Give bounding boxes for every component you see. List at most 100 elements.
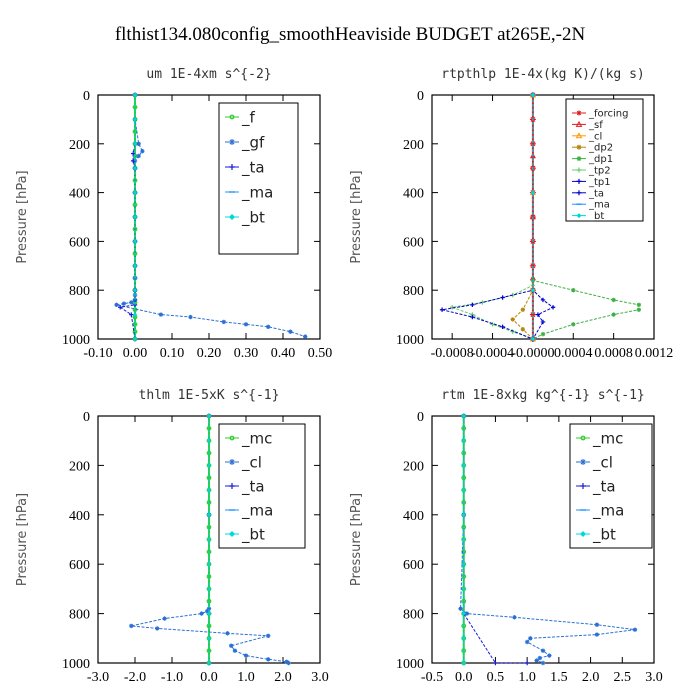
data-point-bt bbox=[206, 463, 212, 468]
legend-label: _mc bbox=[241, 429, 272, 448]
data-point-cl bbox=[129, 623, 134, 629]
data-point-gf bbox=[121, 301, 127, 306]
series-group bbox=[458, 413, 638, 666]
legend-marker-cl bbox=[229, 459, 235, 465]
data-point-cl bbox=[547, 653, 552, 658]
data-point-bt bbox=[461, 487, 466, 493]
legend-marker-sf bbox=[575, 120, 583, 127]
legend-label: _ma bbox=[241, 183, 273, 202]
legend-marker-f bbox=[229, 114, 235, 120]
legend-marker-tp2 bbox=[576, 167, 582, 173]
data-point-dp2 bbox=[510, 317, 515, 322]
data-point-gf bbox=[303, 334, 308, 339]
legend-label: _tp1 bbox=[588, 177, 611, 188]
series-group bbox=[129, 413, 291, 666]
data-point-cl bbox=[632, 627, 638, 632]
data-point-ta bbox=[129, 312, 134, 317]
legend-label: _tp2 bbox=[588, 166, 611, 177]
data-point-gf bbox=[129, 300, 134, 305]
figure-title: flthist134.080config_smoothHeaviside BUD… bbox=[115, 24, 586, 45]
data-point-cl bbox=[266, 633, 271, 639]
y-axis-label: Pressure [hPa] bbox=[349, 493, 364, 586]
data-point-bt bbox=[461, 438, 466, 443]
data-point-tp1 bbox=[439, 307, 445, 312]
x-tick-label: -0.10 bbox=[83, 346, 112, 361]
data-point-forcing bbox=[529, 140, 536, 147]
legend-box bbox=[218, 102, 299, 255]
legend-marker-mc bbox=[580, 435, 586, 441]
data-point-cl bbox=[458, 606, 463, 611]
y-tick-label: 1000 bbox=[62, 657, 90, 672]
data-point-dp2 bbox=[520, 307, 526, 312]
x-tick-label: -0.0004 bbox=[471, 346, 514, 361]
legend-marker-tp1 bbox=[576, 178, 582, 184]
series-group bbox=[114, 92, 308, 342]
data-point-bt bbox=[206, 487, 212, 493]
legend: _forcing_sf_cl_dp2_dp1_tp2_tp1_ta_ma_bt bbox=[565, 98, 644, 222]
data-point-ta bbox=[493, 660, 498, 666]
data-point-cl bbox=[155, 626, 160, 631]
legend-label: _ta bbox=[592, 477, 616, 496]
y-tick-label: 600 bbox=[69, 558, 90, 573]
chart-panel-4: rtm 1E-8xkg kg^{-1} s^{-1} Pressure [hPa]… bbox=[349, 388, 663, 685]
x-tick-label: 2.0 bbox=[582, 670, 600, 685]
legend-label: _f bbox=[241, 108, 256, 127]
data-point-cl bbox=[199, 611, 204, 616]
data-point-ta bbox=[540, 297, 546, 303]
x-tick-label: 1.5 bbox=[550, 670, 568, 685]
data-point-bt bbox=[206, 562, 212, 567]
x-tick-label: 1.0 bbox=[518, 670, 536, 685]
legend-label: _dp2 bbox=[588, 143, 613, 154]
y-tick-label: 200 bbox=[69, 138, 90, 153]
y-axis-label: Pressure [hPa] bbox=[15, 170, 30, 263]
x-tick-label: 0.00 bbox=[123, 346, 148, 361]
legend-label: _ta bbox=[241, 158, 265, 177]
y-tick-label: 600 bbox=[403, 235, 424, 250]
data-point-bt bbox=[530, 336, 536, 342]
data-point-tp2 bbox=[510, 329, 515, 334]
data-point-bt bbox=[461, 512, 466, 517]
data-point-bt bbox=[461, 463, 466, 468]
data-point-cl bbox=[524, 639, 530, 645]
data-point-bt bbox=[132, 263, 138, 268]
data-point-cl bbox=[594, 632, 600, 637]
x-tick-label: 0.0012 bbox=[635, 346, 674, 361]
data-point-bt bbox=[206, 512, 212, 517]
panel-title: rtpthlp 1E-4x(kg K)/(kg s) bbox=[441, 67, 645, 82]
legend: _mc _cl _ta _ma _bt bbox=[569, 423, 653, 549]
data-point-bt bbox=[530, 288, 536, 293]
x-tick-label: -0.5 bbox=[421, 670, 443, 685]
x-tick-label: 0.50 bbox=[308, 346, 333, 361]
data-point-bt bbox=[132, 190, 138, 195]
data-point-bt bbox=[132, 92, 138, 98]
data-point-bt bbox=[206, 438, 212, 443]
data-point-bt bbox=[461, 636, 466, 641]
y-tick-label: 1000 bbox=[396, 657, 424, 672]
x-tick-label: -0.0000 bbox=[511, 346, 554, 361]
legend-marker-cl bbox=[575, 132, 583, 139]
data-point-ta bbox=[535, 312, 541, 317]
legend-marker-cl bbox=[580, 459, 586, 465]
legend-marker-bt bbox=[576, 213, 582, 219]
data-point-cl bbox=[512, 615, 517, 620]
x-tick-label: 0.0 bbox=[455, 670, 473, 685]
data-point-tp1 bbox=[500, 324, 505, 329]
data-point-gf bbox=[136, 153, 141, 159]
data-point-ta bbox=[118, 305, 123, 310]
data-point-gf bbox=[288, 329, 293, 334]
data-point-forcing bbox=[529, 262, 536, 269]
legend-label: _ma bbox=[592, 501, 624, 520]
data-point-bt bbox=[461, 537, 466, 542]
x-tick-label: 3.0 bbox=[645, 670, 663, 685]
data-point-tp2 bbox=[449, 305, 455, 310]
data-point-cl bbox=[225, 631, 230, 636]
data-point-gf bbox=[266, 324, 271, 329]
data-point-cl bbox=[232, 648, 238, 653]
data-point-cl bbox=[540, 660, 546, 666]
data-point-cl bbox=[537, 655, 543, 661]
x-tick-label: -1.0 bbox=[161, 670, 183, 685]
chart-panel-3: thlm 1E-5xK s^{-1} Pressure [hPa] 0 200 400 6… bbox=[15, 388, 329, 685]
x-tick-label: 0.0 bbox=[200, 670, 218, 685]
legend-label: _ta bbox=[241, 477, 265, 496]
